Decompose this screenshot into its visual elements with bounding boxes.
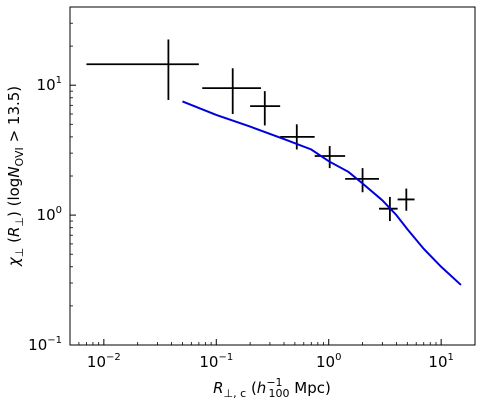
y-axis-label-r: R: [5, 227, 23, 237]
data-point-5: [345, 168, 379, 193]
plot-frame: [69, 6, 476, 346]
y-axis-label: χ⊥ (R⊥) (logNOVI > 13.5): [5, 86, 26, 267]
y-axis-label-paren: (: [5, 237, 23, 248]
y-axis-label-n: N: [5, 166, 23, 177]
data-point-0: [86, 39, 199, 100]
y-tick-label-2: 101: [37, 75, 62, 94]
data-point-3: [280, 124, 315, 150]
y-axis-label-chi: χ: [5, 256, 23, 267]
data-point-7: [397, 188, 415, 211]
y-axis-label-chi-sub: ⊥: [13, 248, 26, 258]
x-axis-label-sub: ⊥, c: [224, 387, 247, 400]
x-axis-label-h: h: [257, 379, 267, 397]
y-axis-label-mid: ) (log: [5, 178, 23, 217]
x-axis-label-h-sup: −1: [266, 376, 282, 389]
x-axis-label: R⊥, c (h−1 100 Mpc): [213, 376, 331, 400]
x-axis-label-main: R: [213, 379, 223, 397]
data-point-2: [250, 91, 281, 126]
x-tick-label-0: 10−2: [87, 352, 121, 371]
x-axis-label-h-sub: 100: [269, 387, 290, 400]
plot-area: [70, 7, 475, 345]
x-tick-label-2: 100: [316, 352, 341, 371]
series-layer: [86, 39, 462, 286]
y-axis-label-n-sub: OVI: [13, 147, 26, 166]
y-axis-label-r-sub: ⊥: [13, 217, 26, 227]
y-axis-label-tail: > 13.5): [5, 86, 23, 147]
y-tick-label-0: 10−1: [28, 335, 62, 354]
x-axis-label-paren: (: [246, 379, 257, 397]
data-point-1: [202, 68, 262, 115]
x-tick-label-1: 10−1: [199, 352, 233, 371]
model-line: [182, 100, 462, 286]
x-axis-label-unit: Mpc): [290, 379, 331, 397]
y-tick-label-1: 100: [37, 205, 62, 224]
tick-layer: 10−2 10−1 100 101 10−1 100 101: [28, 22, 454, 371]
x-tick-label-3: 101: [428, 352, 453, 371]
